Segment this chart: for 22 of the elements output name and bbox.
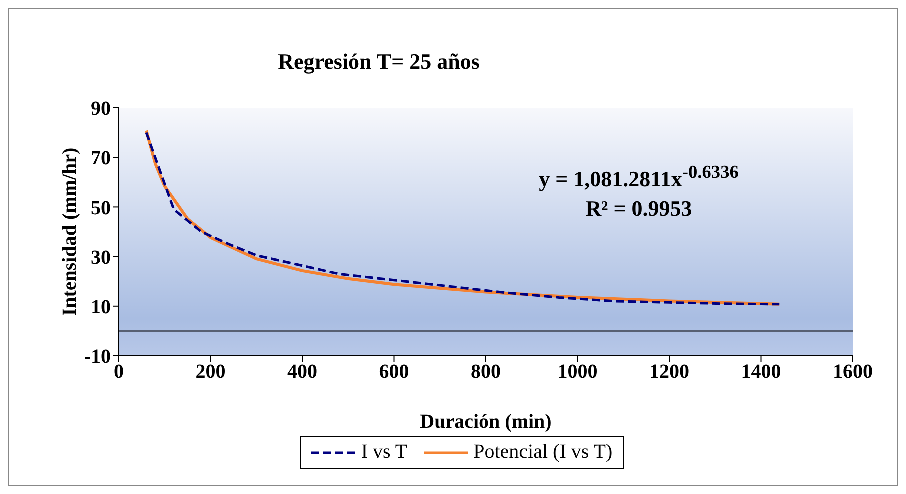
x-tick-label: 1000 — [558, 361, 598, 384]
y-tick-label: -10 — [84, 346, 111, 368]
legend-label: Potencial (I vs T) — [474, 441, 613, 464]
annotation: y = 1,081.2811x$^{-0.6336}$ — [538, 161, 740, 194]
x-tick-label: 600 — [379, 361, 410, 384]
annotation: R² = 0.9953 — [584, 195, 694, 224]
y-tick-label: 70 — [91, 148, 111, 170]
x-tick-label: 1600 — [833, 361, 873, 384]
x-tick-label: 800 — [471, 361, 501, 384]
x-axis-title: Duración (min) — [420, 411, 552, 433]
x-tick-label: 1400 — [741, 361, 782, 384]
y-tick-label: 30 — [91, 246, 111, 269]
x-tick-label: 0 — [114, 361, 124, 384]
y-axis-title: Intensidad (mm/hr) — [59, 148, 82, 316]
y-tick-label: 10 — [91, 296, 111, 318]
x-tick-label: 200 — [196, 361, 226, 384]
y-tick-label: 90 — [91, 98, 111, 120]
chart-title: Regresión T= 25 años — [277, 49, 481, 75]
x-tick-label: 1200 — [650, 361, 690, 384]
legend-label: I vs T — [361, 441, 408, 464]
x-tick-label: 400 — [288, 361, 318, 384]
y-tick-label: 50 — [91, 197, 111, 220]
